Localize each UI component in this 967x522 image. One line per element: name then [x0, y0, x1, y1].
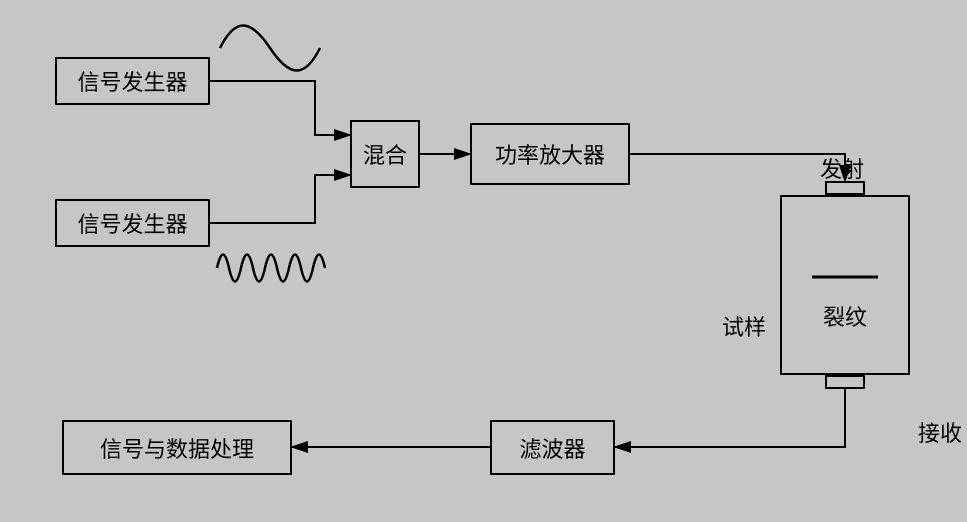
- node-label: 信号发生器: [77, 65, 187, 97]
- edge-sg-bot-to-mixer: [210, 175, 350, 223]
- node-label: 信号发生器: [77, 207, 187, 239]
- node-label: 滤波器: [519, 432, 585, 464]
- sine-wave-icon: [220, 26, 320, 71]
- label-sample: 试样: [722, 310, 766, 342]
- node-mixer: 混合: [350, 120, 420, 188]
- node-signal-generator-top: 信号发生器: [55, 57, 210, 105]
- node-label: 信号与数据处理: [100, 432, 254, 464]
- node-label: 混合: [363, 138, 407, 170]
- edge-amp-to-emit: [630, 154, 845, 181]
- node-signal-generator-bottom: 信号发生器: [55, 199, 210, 247]
- edge-sg-top-to-mixer: [210, 81, 350, 135]
- label-emit: 发射: [820, 152, 864, 184]
- node-label: 功率放大器: [495, 138, 605, 170]
- node-filter: 滤波器: [490, 420, 615, 475]
- node-sample: [780, 195, 910, 375]
- transducer-bottom: [825, 375, 865, 389]
- diagram-canvas: 信号发生器 信号发生器 混合 功率放大器 滤波器 信号与数据处理 发射 裂纹 试…: [0, 0, 967, 522]
- dense-wave-icon: [217, 255, 325, 282]
- edge-receive-to-filter: [615, 389, 845, 447]
- node-processing: 信号与数据处理: [62, 420, 292, 475]
- label-receive: 接收: [918, 416, 962, 448]
- node-amplifier: 功率放大器: [470, 123, 630, 185]
- label-crack: 裂纹: [823, 300, 867, 332]
